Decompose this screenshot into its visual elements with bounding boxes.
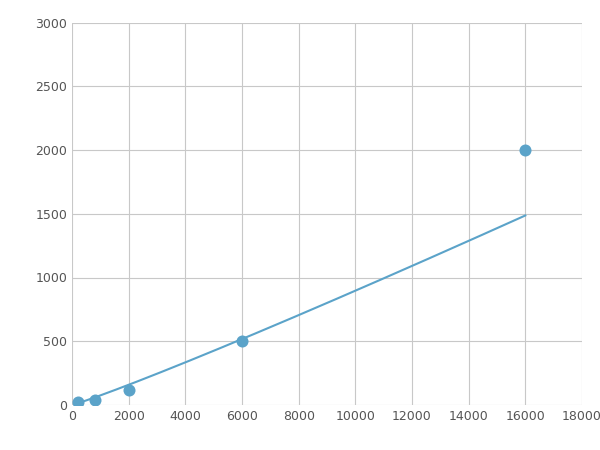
Point [521,146,530,153]
Point [73,399,82,406]
Point [90,396,100,404]
Point [124,386,133,393]
Point [237,338,247,345]
